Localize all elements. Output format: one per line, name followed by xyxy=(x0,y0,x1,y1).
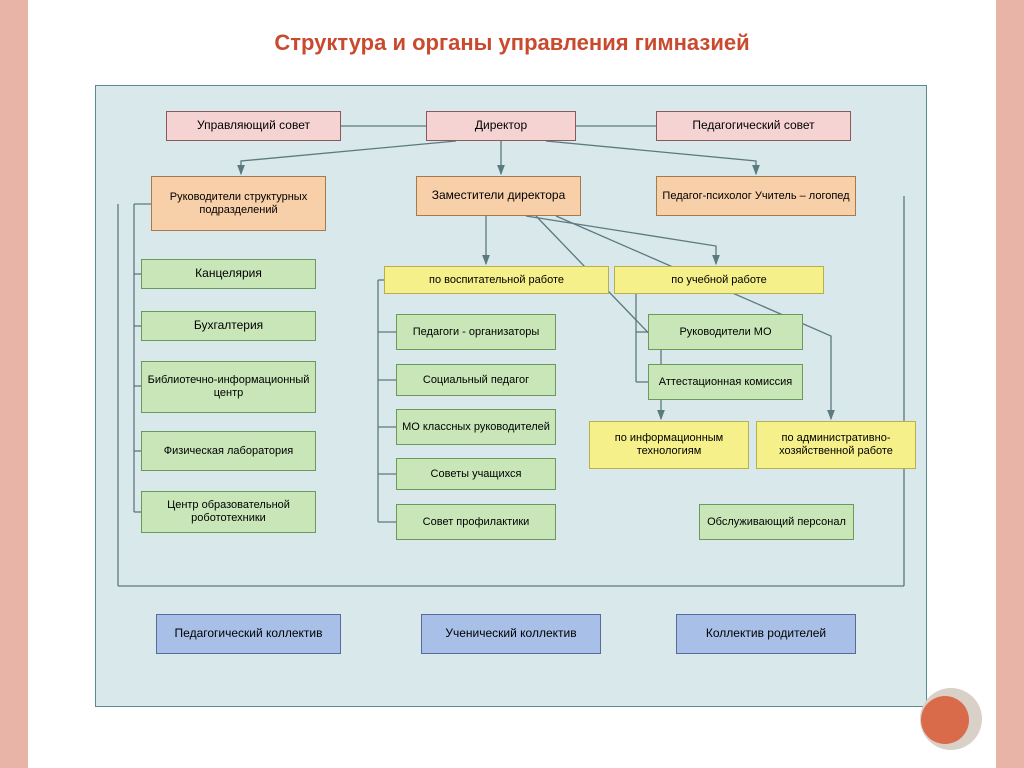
node-library: Библиотечно-информационный центр xyxy=(141,361,316,413)
node-psych: Педагог-психолог Учитель – логопед xyxy=(656,176,856,216)
slide-border-left xyxy=(0,0,28,768)
node-stud-team: Ученический коллектив xyxy=(421,614,601,654)
slide-border-right xyxy=(996,0,1024,768)
node-service: Обслуживающий персонал xyxy=(699,504,854,540)
node-mo-heads: Руководители МО xyxy=(648,314,803,350)
node-prevention: Совет профилактики xyxy=(396,504,556,540)
node-mo-class: МО классных руководителей xyxy=(396,409,556,445)
node-ped-team: Педагогический коллектив xyxy=(156,614,341,654)
decor-circle-inner xyxy=(921,696,969,744)
slide: Структура и органы управления гимназией xyxy=(0,0,1024,768)
node-attest: Аттестационная комиссия xyxy=(648,364,803,400)
node-phys-lab: Физическая лаборатория xyxy=(141,431,316,471)
node-chancery: Канцелярия xyxy=(141,259,316,289)
node-gov-council: Управляющий совет xyxy=(166,111,341,141)
node-robotics: Центр образовательной робототехники xyxy=(141,491,316,533)
node-ucheb: по учебной работе xyxy=(614,266,824,294)
node-struct-heads: Руководители структурных подразделений xyxy=(151,176,326,231)
node-info-tech: по информационным технологиям xyxy=(589,421,749,469)
node-deputies: Заместители директора xyxy=(416,176,581,216)
node-stud-council: Советы учащихся xyxy=(396,458,556,490)
node-accounting: Бухгалтерия xyxy=(141,311,316,341)
node-director: Директор xyxy=(426,111,576,141)
node-admin-econ: по административно-хозяйственной работе xyxy=(756,421,916,469)
node-ped-council: Педагогический совет xyxy=(656,111,851,141)
page-title: Структура и органы управления гимназией xyxy=(0,30,1024,56)
org-chart: Управляющий совет Директор Педагогический … xyxy=(95,85,927,707)
node-vosp: по воспитательной работе xyxy=(384,266,609,294)
node-ped-org: Педагоги - организаторы xyxy=(396,314,556,350)
node-parents: Коллектив родителей xyxy=(676,614,856,654)
node-soc-ped: Социальный педагог xyxy=(396,364,556,396)
